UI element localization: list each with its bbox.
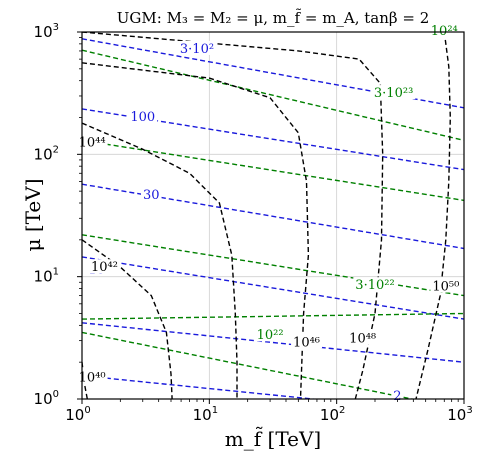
chart-title: UGM: M₃ = M₂ = μ, m_f̃ = m_A, tanβ = 2 (117, 9, 429, 27)
blue-contour-0 (82, 375, 320, 399)
contour-label-5: 3·10² (180, 42, 214, 57)
black-contour-16 (415, 32, 452, 399)
y-axis-label: μ [TeV] (21, 178, 45, 251)
contour-label-13: 10⁴⁴ (79, 136, 106, 151)
black-contour-11 (82, 362, 88, 399)
contour-labels: 2310301003·10²10²²3·10²²10²³3·10²³10²⁴10… (76, 23, 462, 404)
y-tick-label-3: 103 (34, 22, 59, 41)
contour-label-4: 100 (130, 110, 155, 125)
contour-label-bg-12 (88, 259, 120, 274)
contour-label-bg-9 (371, 85, 416, 100)
x-axis-label: m_f̃ [TeV] (225, 427, 321, 451)
contour-label-7: 3·10²² (355, 278, 394, 293)
y-tick-label-1: 101 (34, 267, 59, 286)
green-contour-10 (82, 49, 464, 142)
green-contour-8 (82, 234, 464, 297)
contour-label-bg-5 (177, 40, 217, 55)
blue-contour-2 (82, 256, 464, 320)
contour-label-bg-11 (76, 369, 108, 384)
contour-label-bg-13 (76, 134, 108, 149)
contour-label-6: 10²² (257, 328, 284, 343)
y-tick-label-2: 102 (34, 144, 59, 163)
contour-label-bg-4 (128, 108, 158, 123)
green-contour-9 (82, 139, 464, 202)
contour-label-3: 30 (143, 188, 160, 203)
contour-label-bg-14 (291, 334, 323, 349)
plot-frame (81, 31, 465, 400)
x-tick-label-3: 103 (447, 405, 472, 424)
blue-contour-3 (82, 183, 464, 250)
contour-label-bg-7 (353, 277, 397, 292)
green-contour-7 (82, 312, 464, 320)
contour-label-16: 10⁵⁰ (432, 280, 459, 295)
black-contour-14 (82, 62, 310, 399)
contour-label-bg-6 (254, 327, 286, 342)
contour-label-14: 10⁴⁶ (293, 335, 320, 350)
contour-label-0: 2 (393, 389, 401, 404)
x-axis-ticks: 100 101 102 103 (65, 399, 473, 424)
green-contour-6 (82, 331, 416, 399)
contour-label-bg-10 (428, 23, 460, 38)
contour-label-12: 10⁴² (91, 260, 118, 275)
y-tick-label-0: 100 (34, 389, 59, 408)
blue-contour-1 (82, 322, 464, 363)
black-contour-13 (82, 122, 238, 399)
contour-label-bg-3 (141, 186, 162, 201)
contour-label-9: 3·10²³ (374, 86, 413, 101)
x-tick-label-1: 101 (193, 405, 218, 424)
x-tick-label-2: 102 (320, 405, 345, 424)
contour-label-11: 10⁴⁰ (79, 370, 106, 385)
contour-label-15: 10⁴⁸ (349, 332, 376, 347)
contour-label-bg-15 (347, 330, 379, 345)
contour-label-bg-16 (430, 278, 462, 293)
black-contour-15 (82, 32, 384, 399)
x-tick-label-0: 100 (65, 405, 90, 424)
